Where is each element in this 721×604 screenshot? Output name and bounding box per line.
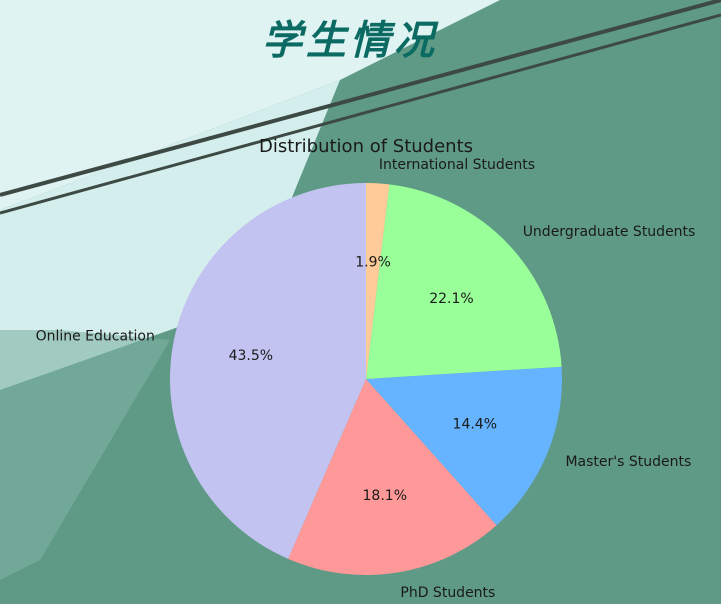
pie-percentage-label: 43.5% bbox=[229, 348, 273, 364]
pie-slice bbox=[366, 184, 562, 379]
page-title: 学生情况 bbox=[262, 17, 438, 64]
pie-category-label: Online Education bbox=[36, 328, 155, 344]
pie-slices bbox=[169, 183, 562, 575]
pie-category-label: PhD Students bbox=[400, 585, 495, 601]
background-light-area-lower bbox=[0, 80, 340, 390]
background-diagonal-line bbox=[0, 13, 721, 215]
pie-percentage-label: 18.1% bbox=[363, 488, 407, 504]
background-midtone-area bbox=[0, 330, 170, 580]
chart-title: Distribution of Students bbox=[259, 136, 473, 157]
pie-slice bbox=[169, 183, 366, 559]
background-light-area bbox=[0, 0, 500, 210]
background-diagonal-line bbox=[0, 0, 721, 197]
pie-slice bbox=[288, 379, 497, 575]
pie-category-labels: Online Education PhD Students Master's Stu… bbox=[36, 157, 696, 601]
pie-percentage-labels: 43.5% 18.1% 14.4% 22.1% 1.9% bbox=[229, 255, 497, 504]
pie-category-label: Master's Students bbox=[565, 454, 691, 470]
pie-category-label: International Students bbox=[379, 157, 535, 173]
pie-percentage-label: 22.1% bbox=[429, 291, 473, 307]
pie-slice bbox=[366, 366, 562, 526]
pie-slice bbox=[366, 183, 390, 379]
pie-percentage-label: 14.4% bbox=[453, 417, 497, 433]
pie-percentage-label: 1.9% bbox=[355, 255, 391, 271]
pie-category-label: Undergraduate Students bbox=[523, 224, 696, 240]
